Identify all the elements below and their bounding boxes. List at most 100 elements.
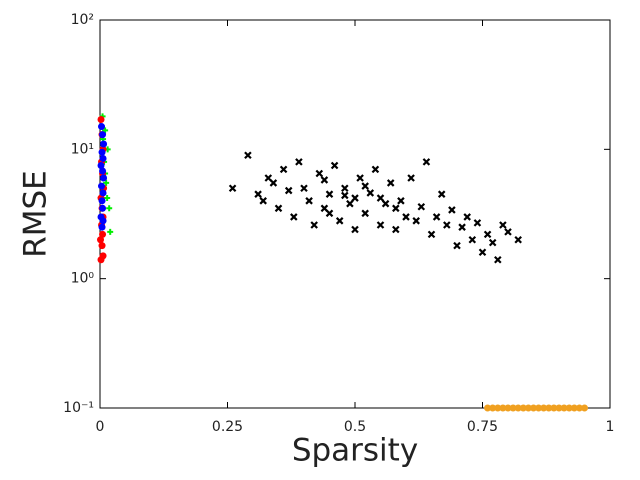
point [97,161,105,169]
x-tick-label: 0.25 [212,419,243,435]
point [483,230,492,239]
point [366,189,375,197]
point [99,230,107,238]
y-axis-title: RMSE [18,170,54,258]
point [98,223,106,231]
point [376,221,385,229]
point [244,151,252,160]
point [381,199,390,208]
point [504,404,512,412]
point [407,174,415,182]
x-tick-label: 0.5 [344,419,366,435]
point [386,179,395,187]
plot-frame [99,19,611,409]
point [106,205,113,212]
point [422,158,431,166]
point [335,217,344,225]
point [463,213,471,221]
point [320,204,329,213]
point [351,194,359,202]
point [376,194,385,202]
point [104,195,111,202]
point [361,209,369,218]
point [97,116,105,124]
point [99,167,107,175]
point [565,404,573,412]
point [473,219,482,227]
point [330,161,339,170]
point [99,189,107,197]
point [427,230,436,239]
point [99,131,107,139]
point [535,404,543,412]
point [581,404,588,412]
point [284,186,293,195]
point [443,221,451,229]
point [494,255,502,264]
y-tick-label: 10⁰ [71,271,95,287]
point [98,148,106,156]
point [519,404,527,412]
x-axis-title: Sparsity [292,433,418,469]
point [107,228,114,235]
point [99,204,107,212]
point [392,225,400,234]
point [228,184,237,193]
point [514,235,522,244]
point [499,404,507,412]
y-tick-label: 10¹ [71,141,94,157]
point [489,404,497,412]
point [453,241,461,250]
point [494,404,502,412]
point [540,404,548,412]
point [468,235,477,244]
point [392,204,400,213]
point [488,238,497,247]
point [98,242,106,250]
point [97,236,105,244]
point [100,140,108,148]
point [100,174,108,182]
point [402,213,410,221]
point [103,179,110,186]
point [397,197,405,205]
point [290,213,298,221]
y-tick-label: 10² [71,12,94,28]
point [432,213,441,221]
point [514,404,522,412]
y-tick-label: 10⁻¹ [63,400,94,416]
point [98,182,106,190]
point [545,404,553,412]
point [98,123,106,131]
x-tick-label: 0.75 [467,419,498,435]
point [437,190,446,198]
point [99,217,107,225]
point [417,202,426,211]
point [341,184,349,193]
point [351,225,359,234]
point [346,199,354,208]
point [478,248,487,257]
point [448,206,456,214]
x-tick-label: 0 [96,419,105,435]
point [555,404,563,412]
point [458,223,466,231]
point [509,404,517,412]
point [361,182,369,190]
point [325,209,334,218]
point [254,190,262,198]
point [356,174,364,182]
point [412,217,420,225]
point [484,404,492,412]
point [341,191,349,200]
point [499,221,507,229]
point [504,228,512,236]
point [97,256,105,264]
point [295,158,303,166]
point [530,404,537,412]
point [570,404,578,412]
point [550,404,558,412]
point [99,154,107,162]
